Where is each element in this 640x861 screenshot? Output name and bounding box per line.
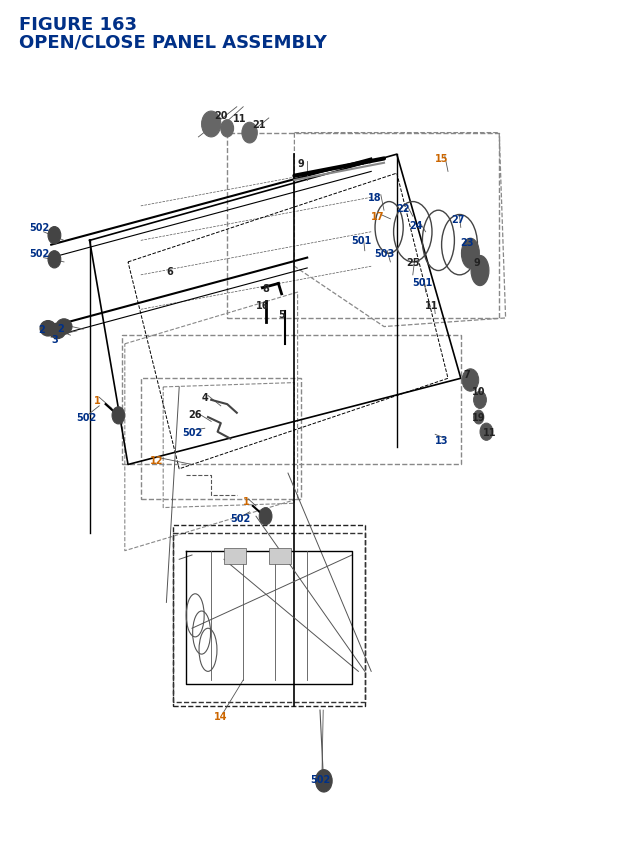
Text: 502: 502 [29,223,50,233]
Circle shape [474,411,484,424]
Text: 4: 4 [202,393,208,403]
Circle shape [48,227,61,245]
Text: 501: 501 [351,236,372,246]
Text: 24: 24 [409,220,423,231]
Text: 502: 502 [29,249,50,259]
Circle shape [221,121,234,138]
Text: FIGURE 163: FIGURE 163 [19,16,137,34]
Text: 2: 2 [58,324,64,334]
Text: OPEN/CLOSE PANEL ASSEMBLY: OPEN/CLOSE PANEL ASSEMBLY [19,34,327,52]
Text: 15: 15 [435,154,449,164]
Text: 502: 502 [182,427,202,437]
Circle shape [242,123,257,144]
Text: 23: 23 [460,238,474,248]
Text: 10: 10 [472,387,486,397]
Text: 18: 18 [367,193,381,203]
Text: 5: 5 [278,309,285,319]
Text: 3: 3 [51,335,58,345]
Text: 9: 9 [298,158,304,169]
Text: 502: 502 [230,513,250,523]
Text: 6: 6 [166,266,173,276]
Text: 9: 9 [474,257,480,268]
Text: 27: 27 [451,214,465,225]
Circle shape [112,407,125,424]
Text: 7: 7 [464,369,470,380]
Text: 11: 11 [425,300,439,311]
Text: 2: 2 [38,325,45,335]
Circle shape [48,251,61,269]
Text: 16: 16 [255,300,269,311]
Circle shape [474,392,486,409]
Circle shape [259,508,272,525]
Text: 502: 502 [310,774,330,784]
Text: 503: 503 [374,249,394,259]
Text: 8: 8 [262,283,269,294]
Circle shape [316,770,332,792]
Bar [269,548,291,564]
Text: 502: 502 [76,412,97,423]
Text: 1: 1 [243,496,250,506]
Ellipse shape [461,239,479,269]
Ellipse shape [50,324,65,339]
Text: 501: 501 [412,277,433,288]
Circle shape [480,424,493,441]
Text: 19: 19 [472,412,486,423]
Text: 26: 26 [188,410,202,420]
Text: 14: 14 [214,711,228,722]
Text: 1: 1 [94,395,100,406]
Ellipse shape [56,319,72,335]
Bar [224,548,246,564]
Text: 20: 20 [214,111,228,121]
Text: 22: 22 [396,203,410,214]
Ellipse shape [40,321,56,337]
Text: 21: 21 [252,120,266,130]
Text: 11: 11 [483,427,497,437]
Text: 11: 11 [233,114,247,124]
Circle shape [202,112,221,138]
Ellipse shape [471,257,489,286]
Circle shape [462,369,479,392]
Text: 13: 13 [435,436,449,446]
Text: 12: 12 [150,455,164,466]
Text: 17: 17 [371,212,385,222]
Text: 25: 25 [406,257,420,268]
